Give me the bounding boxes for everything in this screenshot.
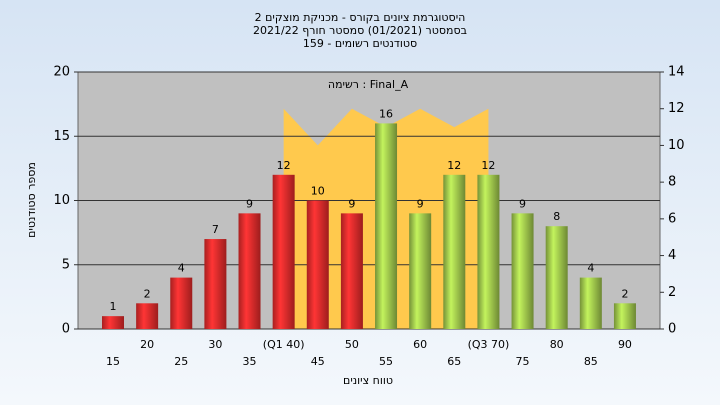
y-tick-label: 5 (62, 257, 70, 272)
data-label: 12 (481, 159, 495, 172)
chart-subtitle: בסמסטר (01/2021) סמסטר חורף 2021/22 (253, 24, 467, 37)
x-tick-label: 20 (140, 338, 154, 351)
bar (477, 174, 500, 329)
data-label: 4 (178, 262, 185, 275)
bar (443, 174, 466, 329)
data-label: 7 (212, 223, 219, 236)
bar (204, 239, 227, 329)
x-tick-label: 50 (345, 338, 359, 351)
y-tick-label: 0 (62, 322, 70, 337)
y2-tick-label: 6 (668, 211, 676, 226)
x-tick-label: 45 (311, 355, 325, 368)
y2-tick-label: 10 (668, 138, 685, 153)
bar (136, 303, 159, 329)
data-label: 12 (447, 159, 461, 172)
y2-tick-label: 8 (668, 175, 676, 190)
data-label: 9 (348, 197, 355, 210)
y2-tick-label: 2 (668, 285, 676, 300)
x-tick-label: 35 (243, 355, 257, 368)
bar (375, 123, 398, 330)
bar (102, 316, 124, 329)
x-tick-label: 80 (550, 338, 564, 351)
x-tick-label: 60 (413, 338, 427, 351)
x-tick-label: (Q1 40) (263, 338, 305, 351)
data-label: 2 (621, 287, 628, 300)
x-tick-label: 75 (516, 355, 530, 368)
data-label: 9 (246, 197, 253, 210)
bar (306, 200, 329, 329)
x-tick-label: (Q3 70) (468, 338, 510, 351)
bar (409, 213, 432, 329)
data-label: 10 (311, 185, 325, 198)
bar (579, 277, 602, 329)
y2-tick-label: 14 (668, 65, 685, 80)
bar (170, 277, 193, 329)
y2-tick-label: 12 (668, 101, 685, 116)
y-tick-label: 15 (53, 129, 70, 144)
bar (272, 174, 295, 329)
data-label: 8 (553, 210, 560, 223)
data-label: 16 (379, 107, 393, 120)
x-tick-label: 65 (447, 355, 461, 368)
data-label: 1 (110, 300, 117, 313)
chart-subtitle: סטודנטים רשומים - 159 (303, 37, 417, 50)
y2-tick-label: 4 (668, 248, 676, 263)
data-label: 4 (587, 262, 594, 275)
x-tick-label: 90 (618, 338, 632, 351)
x-axis-label: טווח ציונים (343, 374, 393, 387)
y-axis-label: מספר סטודנטים (25, 162, 38, 238)
y-tick-label: 20 (53, 65, 70, 80)
x-tick-label: 55 (379, 355, 393, 368)
y2-tick-label: 0 (668, 322, 676, 337)
bar (238, 213, 261, 329)
bar (613, 303, 636, 329)
y-tick-label: 10 (53, 193, 70, 208)
chart-title: היסטוגרמת ציונים בקורס - מכניקת מוצקים 2 (255, 11, 466, 24)
x-tick-label: 25 (174, 355, 188, 368)
annotation: רשימה : Final_A (328, 78, 409, 91)
bar (511, 213, 534, 329)
data-label: 9 (417, 197, 424, 210)
bar (545, 226, 568, 329)
bar (340, 213, 363, 329)
x-tick-label: 85 (584, 355, 598, 368)
data-label: 2 (144, 287, 151, 300)
data-label: 9 (519, 197, 526, 210)
data-label: 12 (277, 159, 291, 172)
x-tick-label: 30 (208, 338, 222, 351)
x-tick-label: 15 (106, 355, 120, 368)
